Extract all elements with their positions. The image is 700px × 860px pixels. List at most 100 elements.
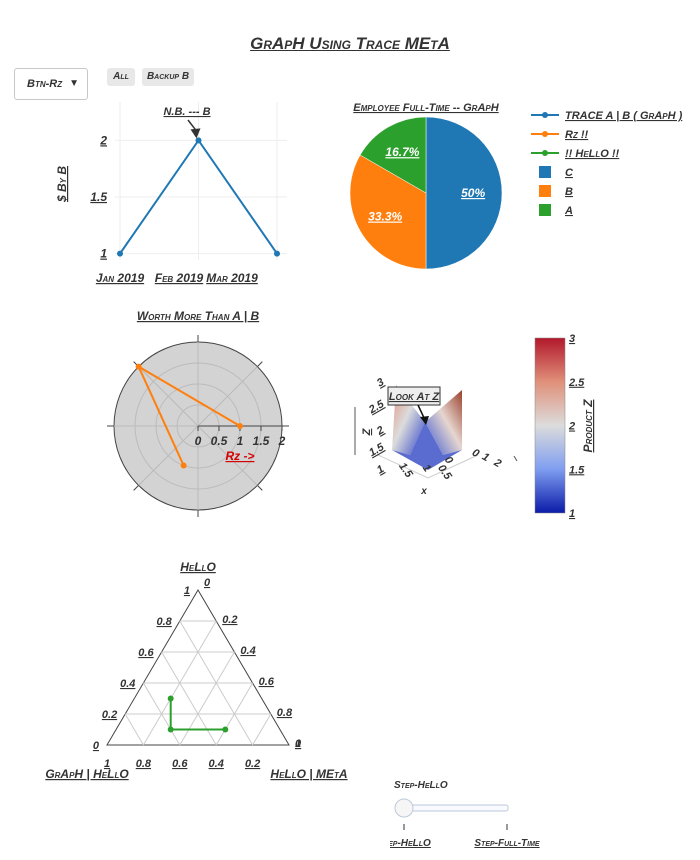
legend-marker [542, 131, 548, 137]
surface-z-tick: 2.5 [366, 398, 387, 417]
pie-slice-c [425, 116, 503, 270]
ternary-b-tick: 1 [104, 758, 110, 770]
ternary-gridline-b [124, 713, 144, 746]
ternary-triangle [106, 589, 290, 746]
colorbar-tick: 2.5 [568, 377, 585, 389]
surface-y-tick: 2 [491, 456, 503, 470]
backup-b-button[interactable]: Backup B [142, 68, 194, 86]
pie-slice-label: 16.7% [385, 145, 419, 159]
line-chart-y-axis-label: $ By B [55, 166, 69, 203]
legend-entry[interactable]: A [539, 204, 573, 217]
ternary-b-tick: 0.6 [172, 758, 188, 770]
polar-radial-tick: 0.5 [211, 434, 228, 448]
surface-z-tick: 1.5 [367, 441, 387, 459]
step-slider[interactable]: Step-HeLlO Step-HeLlO Step-Full-Time [390, 776, 570, 856]
ternary-b-tick: 0.4 [209, 758, 224, 770]
ternary-a-axis-title: HeLlO [180, 560, 216, 574]
legend-entry[interactable]: TRACE A | B ( GrApH ) [531, 110, 683, 122]
legend-entry[interactable]: !! HeLlO !! [531, 148, 620, 160]
surface-annotation: Look At Z [389, 391, 440, 403]
surface-y-tick: 0 [470, 447, 482, 461]
pie-slice-a [359, 116, 427, 194]
surface-z-axis-label: Z [361, 427, 373, 436]
line-chart-x-tick: Jan 2019 [96, 271, 145, 285]
surface-right-face [425, 390, 462, 455]
polar-spoke [138, 425, 199, 486]
legend-entry[interactable]: Rz !! [531, 129, 589, 141]
ternary-c-axis-title: HeLlO | MEtA [270, 767, 347, 781]
legend: TRACE A | B ( GrApH ) Rz !! !! HeLlO !! CBA [531, 110, 683, 217]
ternary-c-tick: 0.4 [240, 645, 255, 657]
slider-current-label: Step-HeLlO [394, 780, 448, 791]
legend-box-swatch [539, 204, 551, 216]
polar-radial-tick: 1 [237, 434, 244, 448]
legend-label: A [564, 205, 573, 217]
ternary-b-tick: 0 [295, 738, 302, 750]
colorbar-tick: 1.5 [569, 464, 585, 476]
line-chart: 1 1.5 2 Jan 2019 Feb 2019 Mar 2019 $ By B N.B… [55, 102, 287, 285]
line-chart-y-tick: 1.5 [90, 190, 107, 204]
ternary-point [167, 695, 174, 702]
ternary-chart: 00.20.40.60.8100.20.40.60.8100.20.40.60.… [45, 560, 347, 781]
polar-point [180, 462, 187, 469]
polar-angular-tick [257, 361, 263, 367]
all-button[interactable]: All [107, 68, 135, 86]
ternary-c-tick: 0.6 [259, 676, 275, 688]
legend-label: Rz !! [565, 129, 589, 141]
polar-point [237, 423, 243, 429]
ternary-point [167, 726, 174, 733]
surface-y-axis-line [513, 455, 518, 462]
ternary-a-tick: 0.2 [102, 709, 117, 721]
legend-entry[interactable]: C [539, 166, 574, 179]
colorbar-tick: 3 [569, 333, 575, 345]
surface-z-tick: 2 [374, 424, 386, 438]
slider-step-0-label[interactable]: Step-HeLlO [390, 838, 431, 849]
legend-entry[interactable]: B [539, 185, 573, 198]
surface-x-tick: 1.5 [396, 461, 415, 481]
ternary-gridline-b [142, 682, 181, 746]
legend-label: B [565, 186, 573, 198]
surface-z-tick: 1 [375, 463, 386, 476]
dropdown-value: Btn-Rz [27, 78, 63, 90]
pie-slice-label: 33.3% [368, 210, 402, 224]
ternary-b-tick: 0.8 [136, 758, 152, 770]
line-chart-y-tick: 2 [99, 133, 107, 147]
legend-box-swatch [539, 185, 551, 197]
legend-label: TRACE A | B ( GrApH ) [565, 110, 683, 122]
legend-marker [542, 112, 548, 118]
slider-handle[interactable] [394, 798, 414, 818]
polar-chart-title: Worth More Than A | B [137, 309, 260, 323]
chevron-down-icon: ▼ [69, 78, 79, 89]
surface-annotation-arrowhead [420, 416, 429, 425]
polar-radial-tick: 0 [195, 434, 202, 448]
legend-marker [542, 150, 548, 156]
surface-z-tick: 3 [375, 376, 386, 389]
surface-y-tick: 1 [480, 451, 491, 464]
pie-slice-label: 50% [461, 186, 485, 200]
line-chart-annotation-arrowhead [190, 128, 201, 139]
dropdown-menu[interactable]: Btn-Rz ▼ [14, 68, 88, 100]
ternary-b-axis-title: GrApH | HeLlO [45, 767, 129, 781]
ternary-point [222, 726, 229, 733]
polar-radial-tick: 1.5 [253, 434, 270, 448]
colorbar [534, 337, 566, 514]
line-chart-x-tick: Mar 2019 [206, 271, 258, 285]
line-chart-point [195, 137, 202, 144]
line-chart-point [117, 250, 123, 257]
ternary-gridline-c [215, 682, 254, 746]
ternary-a-tick: 0 [93, 740, 100, 752]
polar-spoke [138, 366, 199, 427]
legend-label: !! HeLlO !! [565, 148, 620, 160]
colorbar-tick: 2 [568, 421, 575, 433]
pie-slice-b [349, 154, 427, 270]
legend-label: C [565, 167, 574, 179]
ternary-c-tick: 1 [295, 738, 301, 750]
surface-x-axis-label: x [420, 486, 427, 497]
pie-chart-title: Employee Full-Time -- GrApH [353, 102, 499, 114]
ternary-c-tick: 0.8 [277, 707, 293, 719]
polar-angular-tick [133, 485, 139, 491]
slider-step-1-label[interactable]: Step-Full-Time [474, 838, 540, 849]
surface-x-tick: 1 [420, 462, 433, 474]
ternary-c-tick: 0.2 [222, 614, 237, 626]
